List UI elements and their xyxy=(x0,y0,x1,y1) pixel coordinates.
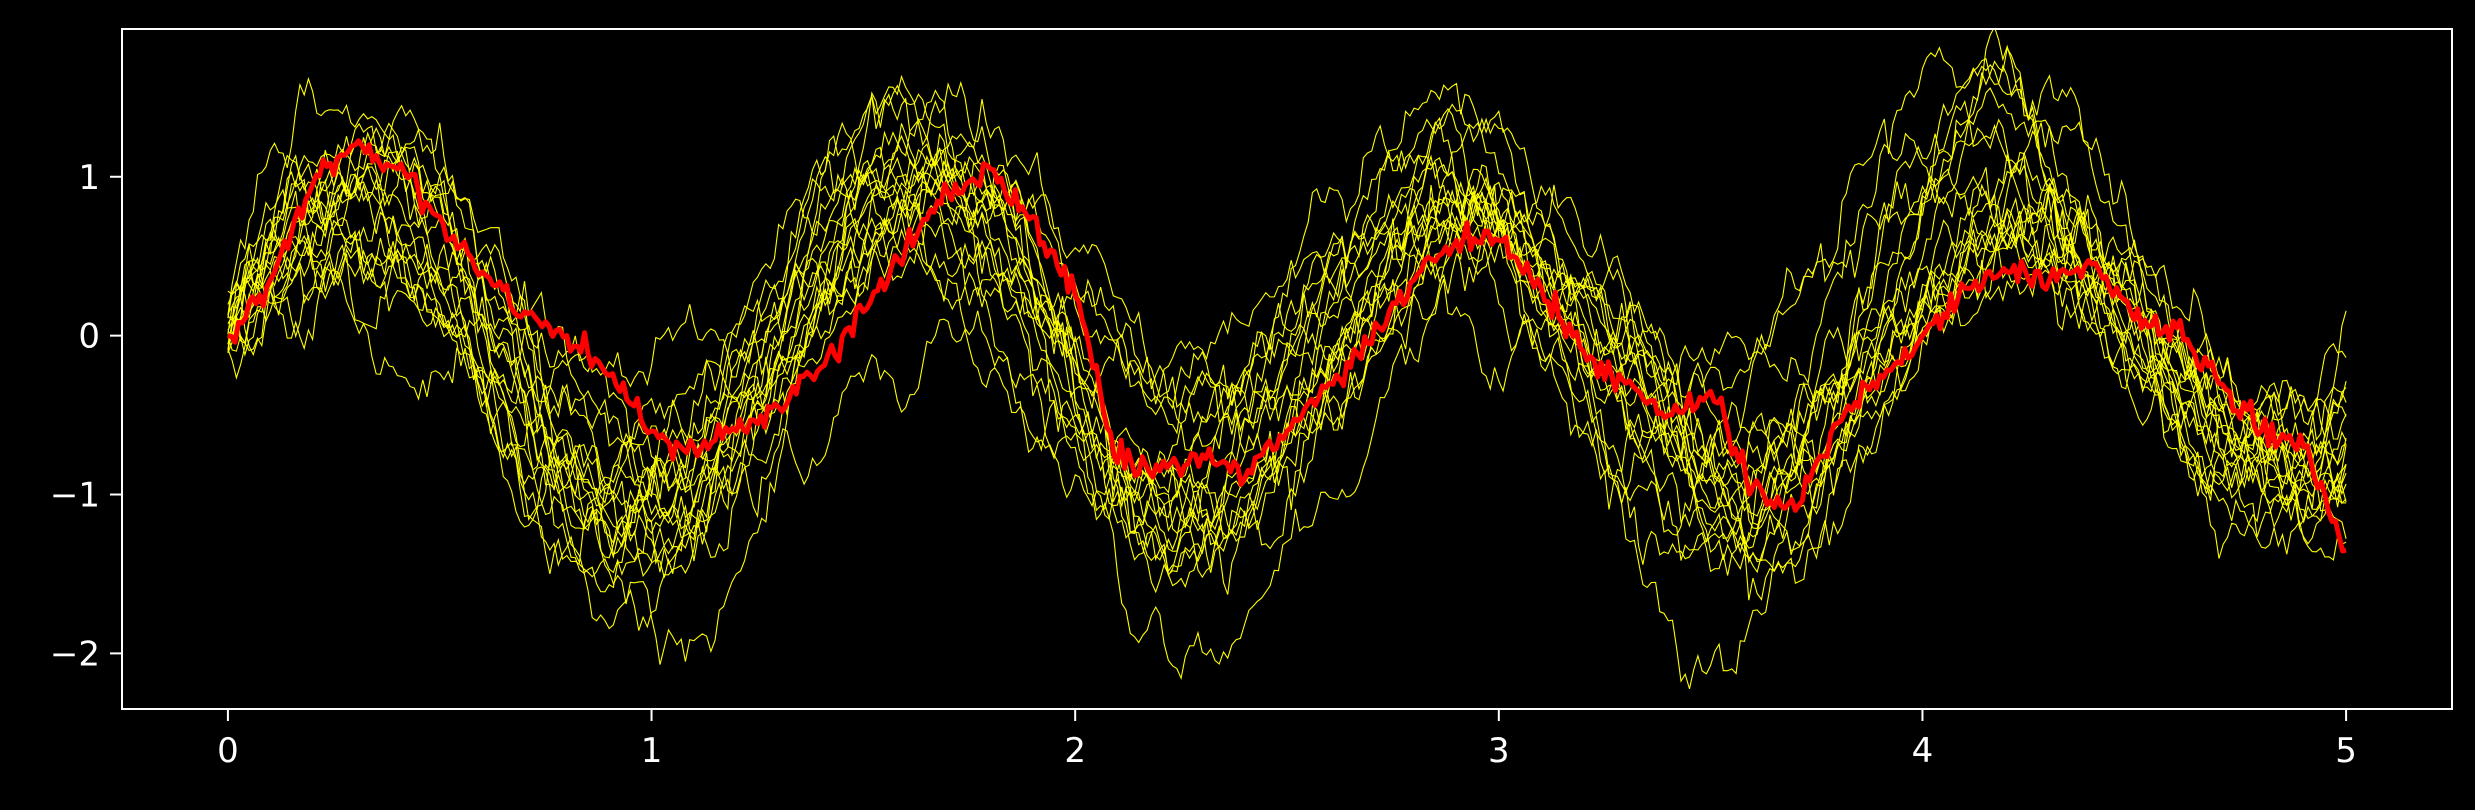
ensemble-path-11 xyxy=(227,80,2347,589)
y-axis: 1 0 −1 −2 xyxy=(50,158,122,674)
ensemble-path-20 xyxy=(227,157,2347,564)
x-tick-label: 5 xyxy=(2335,731,2357,771)
ensemble-path-2 xyxy=(227,76,2347,593)
ensemble-path-18 xyxy=(227,122,2347,681)
y-tick-label: −2 xyxy=(50,634,100,674)
plot-frame xyxy=(121,28,2453,710)
ensemble-path-10 xyxy=(227,82,2347,565)
y-tick-label: 0 xyxy=(78,317,100,357)
highlight-series-line xyxy=(227,138,2347,554)
ensemble-path-6 xyxy=(227,132,2347,665)
ensemble-path-12 xyxy=(227,46,2347,536)
ensemble-path-19 xyxy=(227,64,2347,555)
y-tick-label: −1 xyxy=(50,476,100,516)
highlight-path xyxy=(227,138,2347,554)
ensemble-path-9 xyxy=(227,133,2347,585)
x-tick-label: 3 xyxy=(1488,731,1510,771)
x-axis: 0 1 2 3 4 5 xyxy=(217,709,2357,771)
ensemble-paths xyxy=(227,29,2347,690)
x-tick-label: 4 xyxy=(1912,731,1934,771)
x-tick-label: 2 xyxy=(1064,731,1086,771)
ensemble-path-16 xyxy=(227,46,2347,631)
ensemble-path-17 xyxy=(227,116,2347,574)
ensemble-path-7 xyxy=(227,74,2347,561)
y-tick-label: 1 xyxy=(78,158,100,198)
ensemble-path-1 xyxy=(227,122,2347,601)
ensemble-path-13 xyxy=(227,29,2347,579)
ensemble-path-8 xyxy=(227,126,2347,539)
x-tick-label: 1 xyxy=(641,731,663,771)
ensemble-path-3 xyxy=(227,87,2347,577)
ensemble-path-15 xyxy=(227,89,2347,595)
x-tick-label: 0 xyxy=(217,731,239,771)
